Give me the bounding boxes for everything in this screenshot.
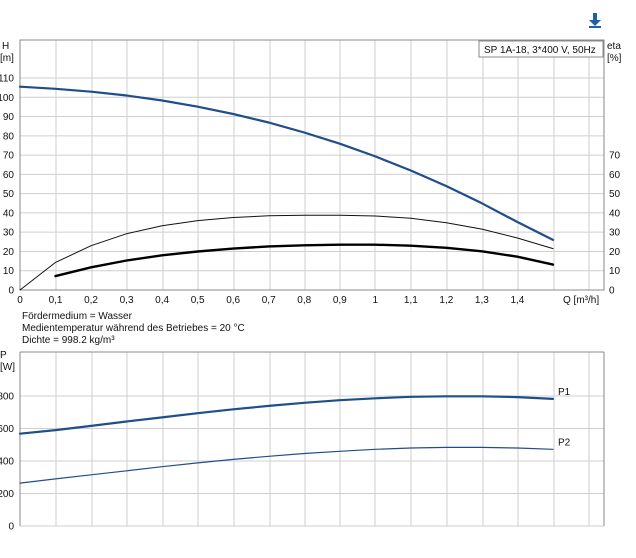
head-curve xyxy=(18,85,555,241)
head-axis-tick-label: 50 xyxy=(3,189,15,200)
eta-axis-tick-label: 10 xyxy=(609,266,621,277)
flow-axis-tick-label: 0,6 xyxy=(226,295,240,306)
eta-axis-title: eta xyxy=(607,41,621,52)
download-arrow-icon[interactable] xyxy=(588,12,602,28)
power-axis-tick-label: 0 xyxy=(8,522,14,533)
eta-axis-tick-label: 40 xyxy=(609,208,621,219)
head-axis-tick-label: 90 xyxy=(3,112,15,123)
flow-axis-title: Q [m³/h] xyxy=(563,295,599,306)
head-axis-tick-label: 80 xyxy=(3,131,15,142)
flow-axis-tick-label: 0,2 xyxy=(84,295,98,306)
power-axis-tick-label: 400 xyxy=(0,457,14,468)
eta-axis-tick-label: 70 xyxy=(609,151,621,162)
head-axis-tick-label: 110 xyxy=(0,74,14,85)
eta-axis-tick-label: 50 xyxy=(609,189,621,200)
head-axis-tick-label: 40 xyxy=(3,208,15,219)
head-axis-tick-label: 0 xyxy=(8,286,14,297)
power-plot-area xyxy=(20,352,604,526)
head-axis-tick-label: 70 xyxy=(3,151,15,162)
head-axis-tick-label: 100 xyxy=(0,93,14,104)
eta-axis-tick-label: 30 xyxy=(609,228,621,239)
head-axis-title: H xyxy=(2,41,9,52)
flow-axis-tick-label: 0,8 xyxy=(297,295,311,306)
head-plot-frame xyxy=(19,39,605,291)
flow-axis-tick-label: 1,4 xyxy=(510,295,524,306)
head-axis-tick-label: 10 xyxy=(3,266,15,277)
power-axis-tick-label: 200 xyxy=(0,489,14,500)
power-axis-tick-label: 600 xyxy=(0,424,14,435)
power-p1-curve xyxy=(18,395,555,435)
flow-axis-tick-label: 1,2 xyxy=(439,295,453,306)
power-p2-label: P2 xyxy=(558,437,571,448)
flow-axis-tick-label: 0,4 xyxy=(155,295,169,306)
eta-axis-tick-label: 0 xyxy=(609,286,615,297)
head-axis-tick-label: 60 xyxy=(3,170,15,181)
power-axis-tick-label: 800 xyxy=(0,392,14,403)
temperature-line: Medientemperatur während des Betriebes =… xyxy=(22,323,245,334)
eta-axis-unit: [%] xyxy=(607,53,622,64)
power-axis-unit: [W] xyxy=(0,362,15,373)
flow-axis-tick-label: 0,1 xyxy=(49,295,63,306)
power-p2-curve xyxy=(19,446,554,484)
power-axis-title: P xyxy=(0,350,7,361)
eta-axis-tick-label: 20 xyxy=(609,247,621,258)
eta-axis-tick-label: 60 xyxy=(609,170,621,181)
efficiency-curve xyxy=(19,214,554,291)
efficiency-total-curve xyxy=(54,243,555,278)
flow-axis-tick-label: 0,9 xyxy=(333,295,347,306)
pump-model-box xyxy=(478,40,604,58)
head-plot-border xyxy=(19,39,605,291)
flow-axis-tick-label: 0,5 xyxy=(191,295,205,306)
flow-axis-tick-label: 1 xyxy=(373,295,379,306)
head-axis-tick-label: 20 xyxy=(3,247,15,258)
flow-axis-tick-label: 0,7 xyxy=(262,295,276,306)
flow-axis-tick-label: 1,3 xyxy=(475,295,489,306)
flow-axis-tick-label: 0,3 xyxy=(120,295,134,306)
flow-axis-tick-label: 1,1 xyxy=(404,295,418,306)
power-p1-label: P1 xyxy=(558,387,571,398)
pump-model-label: SP 1A-18, 3*400 V, 50Hz xyxy=(484,45,596,56)
flow-axis-tick-label: 0 xyxy=(17,295,23,306)
head-axis-unit: [m] xyxy=(0,53,14,64)
medium-line: Fördermedium = Wasser xyxy=(22,311,132,322)
density-line: Dichte = 998.2 kg/m³ xyxy=(22,335,115,346)
head-axis-tick-label: 30 xyxy=(3,228,15,239)
